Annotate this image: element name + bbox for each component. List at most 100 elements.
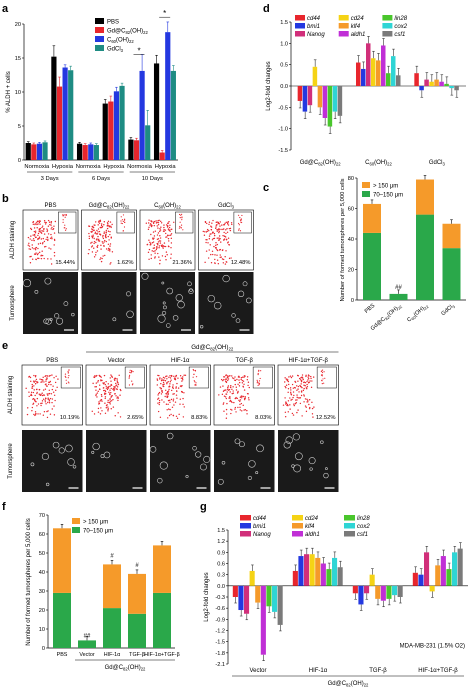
tumorsphere xyxy=(157,314,166,323)
flow-dot xyxy=(47,397,49,399)
flow-dot xyxy=(169,408,171,411)
flow-dot xyxy=(64,224,66,226)
flow-dot xyxy=(300,383,302,385)
flow-dot xyxy=(223,395,226,397)
panel-label-d: d xyxy=(263,3,270,15)
bar-GdC82OH22 xyxy=(31,144,37,160)
flow-dot xyxy=(210,229,213,231)
text-span: (OH) xyxy=(163,203,176,209)
flow-dot xyxy=(298,391,300,393)
flow-dot xyxy=(219,225,221,227)
bar-Nanog xyxy=(244,585,250,614)
flow-dot xyxy=(213,237,216,240)
flow-dot xyxy=(102,383,105,385)
bar-C60OH22 xyxy=(36,143,43,160)
flow-dot xyxy=(230,384,232,387)
tumorsphere xyxy=(163,305,167,310)
flow-dot xyxy=(225,378,227,381)
flow-dot xyxy=(222,390,225,392)
subscript: 22 xyxy=(336,162,341,167)
flow-dot xyxy=(204,261,206,264)
x-tick-label: Normoxia xyxy=(24,164,50,170)
flow-dot xyxy=(67,370,69,373)
bar-lin28 xyxy=(326,569,332,586)
flow-dot xyxy=(163,242,166,244)
flow-dot xyxy=(258,380,261,382)
y-tick-label: -1.2 xyxy=(215,629,225,635)
flow-dot xyxy=(156,225,158,227)
flow-dot xyxy=(152,222,155,225)
flow-dot xyxy=(31,410,33,412)
bar-PBS xyxy=(76,143,83,160)
flow-dot xyxy=(50,220,53,223)
flow-dot xyxy=(115,382,117,385)
flow-dot xyxy=(239,216,241,219)
flow-dot xyxy=(38,221,41,224)
flow-dot xyxy=(212,253,214,256)
flow-dot xyxy=(222,262,225,264)
flow-dot xyxy=(107,220,110,223)
flow-dot xyxy=(173,393,175,395)
flow-dot xyxy=(103,374,106,377)
flow-dot xyxy=(107,243,110,246)
flow-dot xyxy=(156,247,158,249)
flow-dot xyxy=(32,221,34,224)
bar-klf4 xyxy=(435,565,441,586)
bar-70-150 xyxy=(128,613,146,648)
bar-bmi1 xyxy=(358,585,364,605)
flow-dot xyxy=(153,247,156,249)
flow-dot xyxy=(160,393,163,395)
flow-dot xyxy=(231,388,233,391)
flow-dot xyxy=(67,372,69,374)
flow-dot xyxy=(54,239,56,242)
flow-dot xyxy=(29,238,31,240)
flow-dot xyxy=(164,395,166,398)
flow-inset xyxy=(175,211,194,234)
flow-dot xyxy=(49,237,52,239)
flow-dot xyxy=(167,237,170,240)
panel-label-e: e xyxy=(2,340,8,352)
tumorsphere-image xyxy=(23,272,78,334)
bar-bmi1 xyxy=(361,68,366,86)
subscript: 60 xyxy=(111,39,116,44)
text-span: Gd@C xyxy=(107,29,126,35)
flow-dot xyxy=(110,236,112,238)
group-label: Vector xyxy=(249,668,266,674)
flow-dot xyxy=(99,384,101,386)
bar-GdCl3 xyxy=(145,125,151,160)
text-span: (OH) xyxy=(116,38,129,44)
flow-dot xyxy=(37,234,39,237)
flow-dot xyxy=(224,263,227,265)
flow-dot xyxy=(43,381,45,383)
flow-dot xyxy=(227,387,229,389)
flow-dot xyxy=(241,410,243,412)
flow-dot xyxy=(150,242,152,245)
flow-dot xyxy=(225,397,228,400)
flow-dot xyxy=(160,220,162,223)
flow-dot xyxy=(309,380,311,382)
flow-dot xyxy=(167,393,169,396)
flow-dot xyxy=(306,380,308,383)
flow-dot xyxy=(160,226,162,228)
flow-dot xyxy=(129,374,131,377)
flow-dot xyxy=(256,382,258,384)
flow-dot xyxy=(178,413,180,416)
flow-dot xyxy=(99,258,101,261)
flow-dot xyxy=(232,386,234,388)
tumorsphere xyxy=(320,440,324,444)
y-tick-label: -2.1 xyxy=(215,662,225,668)
flow-dot xyxy=(50,248,52,250)
flow-dot xyxy=(36,380,38,383)
flow-dot xyxy=(51,238,53,240)
flow-dot xyxy=(38,236,41,238)
flow-dot xyxy=(169,224,171,226)
legend-label: klf4 xyxy=(305,524,315,530)
flow-dot xyxy=(46,229,49,231)
flow-dot xyxy=(239,406,241,409)
legend-label: aldh1 xyxy=(351,32,366,38)
flow-dot xyxy=(222,385,224,387)
text-span: (OH) xyxy=(351,681,364,687)
flow-dot xyxy=(94,386,96,388)
flow-dot xyxy=(226,402,228,405)
flow-dot xyxy=(294,381,297,383)
